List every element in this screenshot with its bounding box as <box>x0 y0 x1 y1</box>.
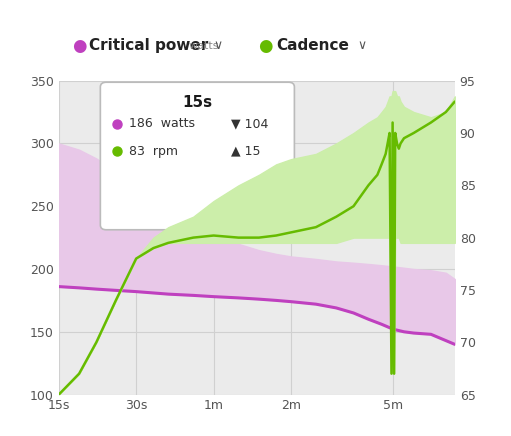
Text: watts: watts <box>188 41 219 51</box>
Text: ▼ 104: ▼ 104 <box>231 117 268 130</box>
Text: 83  rpm: 83 rpm <box>129 145 178 158</box>
Text: ●: ● <box>72 37 86 55</box>
Text: 186  watts: 186 watts <box>129 117 195 130</box>
Text: ∨: ∨ <box>358 39 367 52</box>
Text: ▲ 15: ▲ 15 <box>231 145 261 158</box>
Text: Cadence: Cadence <box>276 38 349 53</box>
FancyBboxPatch shape <box>100 82 294 230</box>
Text: ∨: ∨ <box>214 39 223 52</box>
Text: 15s: 15s <box>182 95 213 110</box>
Text: Critical power: Critical power <box>89 38 208 53</box>
Text: ●: ● <box>259 37 273 55</box>
